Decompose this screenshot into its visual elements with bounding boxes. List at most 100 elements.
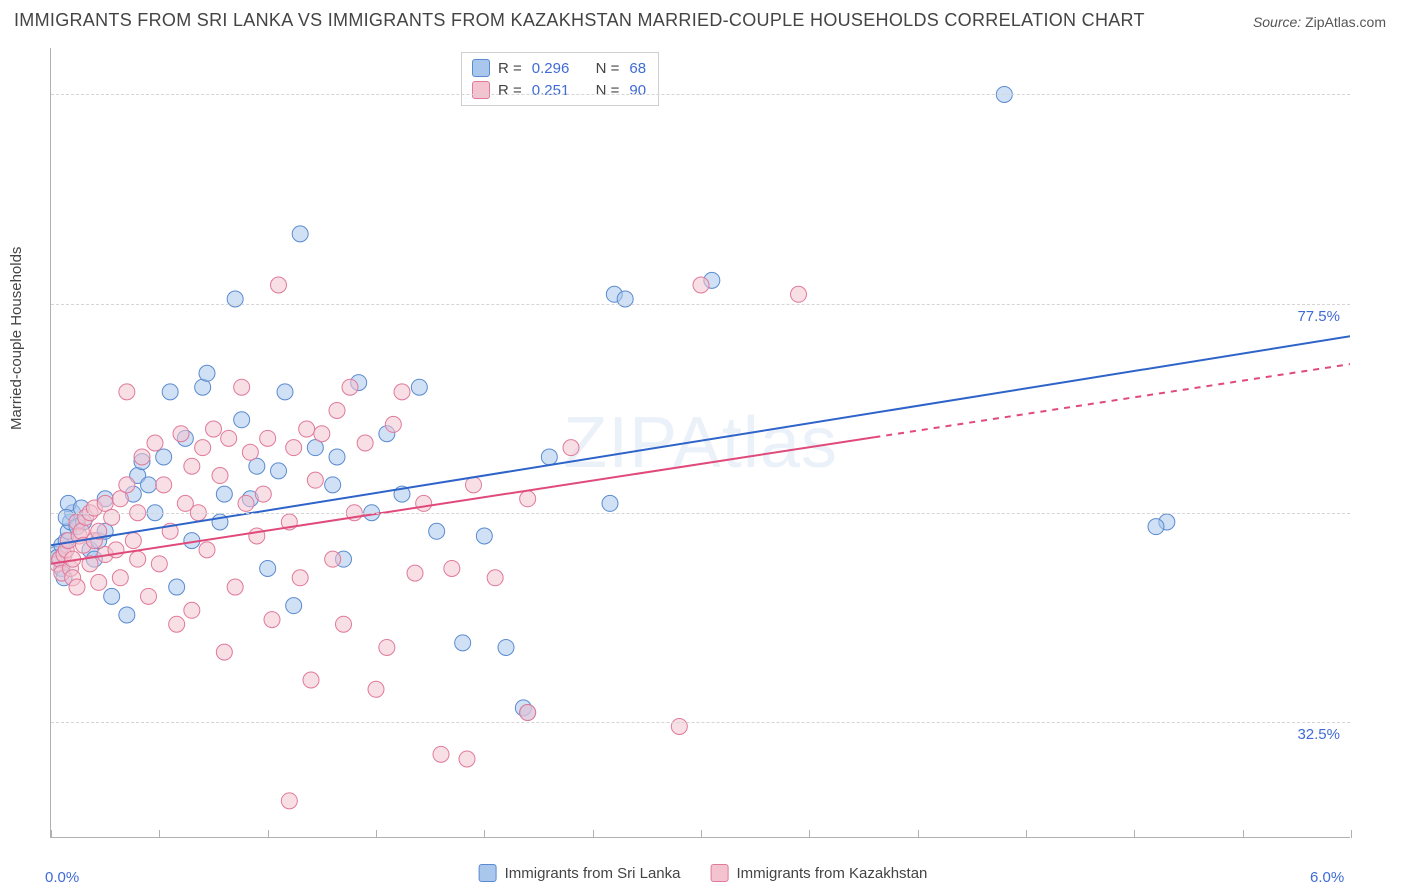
- x-tick: [1134, 830, 1135, 838]
- scatter-point: [379, 426, 395, 442]
- scatter-point: [130, 468, 146, 484]
- scatter-point: [51, 547, 63, 563]
- scatter-point: [54, 565, 70, 581]
- scatter-point: [277, 384, 293, 400]
- scatter-point: [368, 681, 384, 697]
- legend-stats-box: R =0.296 N =68R =0.251 N =90: [461, 52, 659, 106]
- scatter-point: [336, 551, 352, 567]
- scatter-point: [86, 551, 102, 567]
- x-tick: [484, 830, 485, 838]
- scatter-point: [394, 486, 410, 502]
- scatter-point: [303, 672, 319, 688]
- scatter-point: [73, 523, 89, 539]
- scatter-point: [195, 440, 211, 456]
- scatter-point: [433, 746, 449, 762]
- scatter-point: [184, 533, 200, 549]
- scatter-point: [693, 277, 709, 293]
- scatter-point: [520, 705, 536, 721]
- scatter-point: [91, 533, 107, 549]
- trend-line-dashed: [874, 364, 1350, 437]
- scatter-point: [351, 375, 367, 391]
- scatter-point: [65, 570, 81, 586]
- scatter-point: [141, 588, 157, 604]
- scatter-point: [487, 570, 503, 586]
- scatter-point: [162, 523, 178, 539]
- gridline: [51, 304, 1350, 305]
- scatter-point: [97, 495, 113, 511]
- x-tick-label: 6.0%: [1310, 869, 1344, 886]
- x-tick: [159, 830, 160, 838]
- scatter-point: [82, 542, 98, 558]
- scatter-point: [704, 272, 720, 288]
- plot-area: ZIPAtlas R =0.296 N =68R =0.251 N =90 32…: [50, 48, 1350, 838]
- legend-n-label: N =: [596, 60, 620, 77]
- scatter-point: [134, 454, 150, 470]
- gridline: [51, 94, 1350, 95]
- legend-n-value: 90: [629, 82, 646, 99]
- chart-title: IMMIGRANTS FROM SRI LANKA VS IMMIGRANTS …: [14, 10, 1145, 31]
- x-tick: [1026, 830, 1027, 838]
- scatter-point: [416, 495, 432, 511]
- scatter-point: [281, 514, 297, 530]
- scatter-point: [498, 639, 514, 655]
- scatter-point: [541, 449, 557, 465]
- legend-swatch: [710, 864, 728, 882]
- x-tick: [1243, 830, 1244, 838]
- scatter-point: [281, 793, 297, 809]
- scatter-point: [234, 412, 250, 428]
- scatter-point: [199, 365, 215, 381]
- scatter-point: [125, 533, 141, 549]
- scatter-point: [177, 430, 193, 446]
- scatter-point: [520, 705, 536, 721]
- legend-r-label: R =: [498, 60, 522, 77]
- scatter-point: [216, 486, 232, 502]
- scatter-point: [69, 519, 85, 535]
- scatter-point: [60, 533, 76, 549]
- scatter-point: [411, 379, 427, 395]
- scatter-point: [65, 551, 81, 567]
- scatter-point: [307, 472, 323, 488]
- y-axis-title: Married-couple Households: [8, 247, 25, 430]
- x-tick: [51, 830, 52, 838]
- scatter-point: [238, 495, 254, 511]
- scatter-point: [58, 533, 74, 549]
- scatter-point: [56, 570, 72, 586]
- scatter-point: [221, 430, 237, 446]
- scatter-point: [249, 528, 265, 544]
- legend-stats-row: R =0.296 N =68: [472, 57, 648, 79]
- scatter-point: [141, 477, 157, 493]
- scatter-point: [125, 486, 141, 502]
- scatter-point: [476, 528, 492, 544]
- scatter-point: [156, 477, 172, 493]
- scatter-point: [54, 560, 70, 576]
- scatter-point: [76, 514, 92, 530]
- scatter-point: [791, 286, 807, 302]
- scatter-point: [271, 277, 287, 293]
- scatter-point: [342, 379, 358, 395]
- legend-swatch: [472, 59, 490, 77]
- scatter-point: [520, 491, 536, 507]
- scatter-point: [325, 477, 341, 493]
- gridline: [51, 513, 1350, 514]
- scatter-point: [104, 588, 120, 604]
- scatter-point: [60, 495, 76, 511]
- scatter-point: [119, 384, 135, 400]
- scatter-point: [195, 379, 211, 395]
- scatter-point: [429, 523, 445, 539]
- scatter-point: [52, 551, 68, 567]
- scatter-point: [212, 514, 228, 530]
- source-value: ZipAtlas.com: [1305, 14, 1386, 30]
- scatter-point: [271, 463, 287, 479]
- scatter-point: [292, 226, 308, 242]
- scatter-point: [444, 560, 460, 576]
- scatter-point: [606, 286, 622, 302]
- scatter-point: [82, 556, 98, 572]
- legend-r-label: R =: [498, 82, 522, 99]
- scatter-point: [292, 570, 308, 586]
- scatter-point: [307, 440, 323, 456]
- scatter-point: [91, 523, 107, 539]
- scatter-point: [58, 542, 74, 558]
- scatter-point: [147, 435, 163, 451]
- scatter-point: [162, 384, 178, 400]
- scatter-point: [407, 565, 423, 581]
